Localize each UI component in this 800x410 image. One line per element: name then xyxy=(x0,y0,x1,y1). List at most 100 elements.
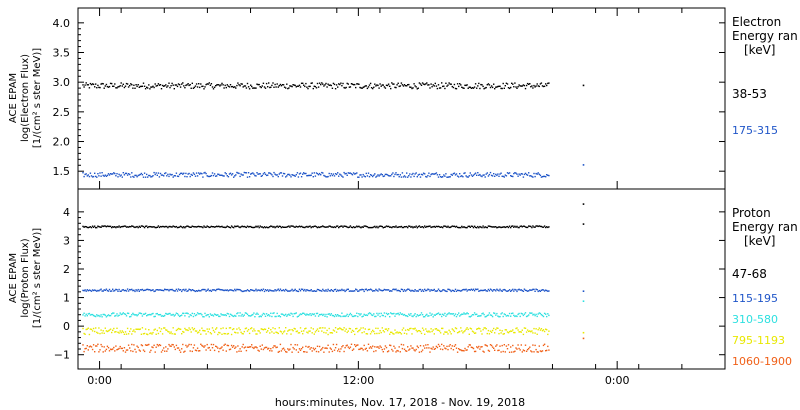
data-point xyxy=(406,289,408,291)
data-point xyxy=(161,84,164,87)
data-point xyxy=(351,349,354,351)
data-point xyxy=(514,350,516,352)
proton-y-tick-label: 1 xyxy=(63,292,70,305)
proton-legend-title-1: Proton xyxy=(732,206,771,220)
data-point xyxy=(184,327,186,330)
data-point xyxy=(407,84,409,86)
data-point xyxy=(445,225,447,228)
data-point xyxy=(508,330,511,333)
data-point xyxy=(378,225,380,228)
data-point xyxy=(255,313,257,315)
data-point xyxy=(514,288,516,291)
data-point xyxy=(466,312,468,314)
data-point xyxy=(302,312,304,314)
data-point xyxy=(243,85,245,87)
data-point xyxy=(504,226,506,229)
data-point xyxy=(327,83,329,85)
data-point xyxy=(209,84,212,86)
data-point xyxy=(220,84,222,86)
data-point xyxy=(477,347,479,349)
data-point xyxy=(358,329,360,332)
data-point xyxy=(254,330,256,332)
data-point xyxy=(282,226,285,228)
data-point xyxy=(541,289,544,291)
data-point xyxy=(147,87,149,89)
data-point xyxy=(195,226,198,228)
data-point xyxy=(227,85,230,87)
data-point xyxy=(377,84,379,87)
data-point xyxy=(467,346,469,348)
data-point xyxy=(129,84,131,87)
data-point xyxy=(452,349,455,351)
data-point xyxy=(500,87,502,90)
data-point xyxy=(394,289,396,291)
data-point xyxy=(228,327,231,329)
data-point xyxy=(409,225,411,227)
data-point xyxy=(155,289,157,291)
data-point xyxy=(454,344,457,346)
data-point xyxy=(165,346,167,348)
data-point xyxy=(346,344,348,346)
data-point xyxy=(314,85,317,88)
data-point xyxy=(241,290,243,293)
data-point xyxy=(343,171,345,174)
data-point xyxy=(113,172,115,174)
data-point xyxy=(222,84,224,86)
data-point xyxy=(539,329,542,331)
data-point xyxy=(188,172,190,175)
data-point xyxy=(304,313,306,315)
data-point xyxy=(188,84,190,87)
data-point xyxy=(531,175,533,178)
data-point xyxy=(429,331,431,333)
data-point xyxy=(317,315,320,317)
data-point xyxy=(208,290,210,292)
data-point xyxy=(427,174,429,177)
data-point xyxy=(364,288,366,291)
data-point xyxy=(194,349,197,351)
data-point xyxy=(428,288,430,291)
data-point xyxy=(446,176,448,178)
data-point xyxy=(296,172,299,174)
data-point xyxy=(367,313,370,315)
data-point xyxy=(472,288,475,290)
data-point xyxy=(436,290,439,292)
data-point xyxy=(448,288,450,291)
data-point xyxy=(415,225,417,227)
data-point xyxy=(142,82,145,84)
data-point xyxy=(358,176,360,178)
data-point xyxy=(548,290,550,292)
data-point xyxy=(506,225,509,228)
data-point xyxy=(189,175,191,178)
data-point xyxy=(393,345,395,347)
data-point xyxy=(487,329,490,332)
data-point xyxy=(368,347,371,349)
data-point xyxy=(431,313,433,315)
data-point xyxy=(310,327,312,329)
data-point xyxy=(241,225,243,227)
data-point xyxy=(426,82,428,84)
data-point xyxy=(307,174,309,177)
data-point xyxy=(386,289,389,291)
data-point xyxy=(104,327,106,329)
data-point xyxy=(465,349,467,351)
data-point xyxy=(511,175,513,177)
data-point xyxy=(217,314,219,316)
data-point xyxy=(295,330,297,333)
data-point xyxy=(493,347,495,349)
data-point xyxy=(401,329,404,331)
data-point xyxy=(391,313,393,315)
data-point xyxy=(248,332,251,335)
data-point xyxy=(315,350,318,353)
data-point xyxy=(458,176,460,178)
data-point xyxy=(526,226,529,229)
data-point xyxy=(278,85,280,87)
data-point xyxy=(234,86,236,88)
data-point xyxy=(138,349,140,351)
data-point xyxy=(489,86,492,89)
data-point xyxy=(456,289,459,291)
data-point xyxy=(407,315,409,318)
data-point xyxy=(334,347,337,349)
data-point xyxy=(204,86,206,88)
data-point xyxy=(123,347,126,349)
data-point xyxy=(289,174,291,176)
